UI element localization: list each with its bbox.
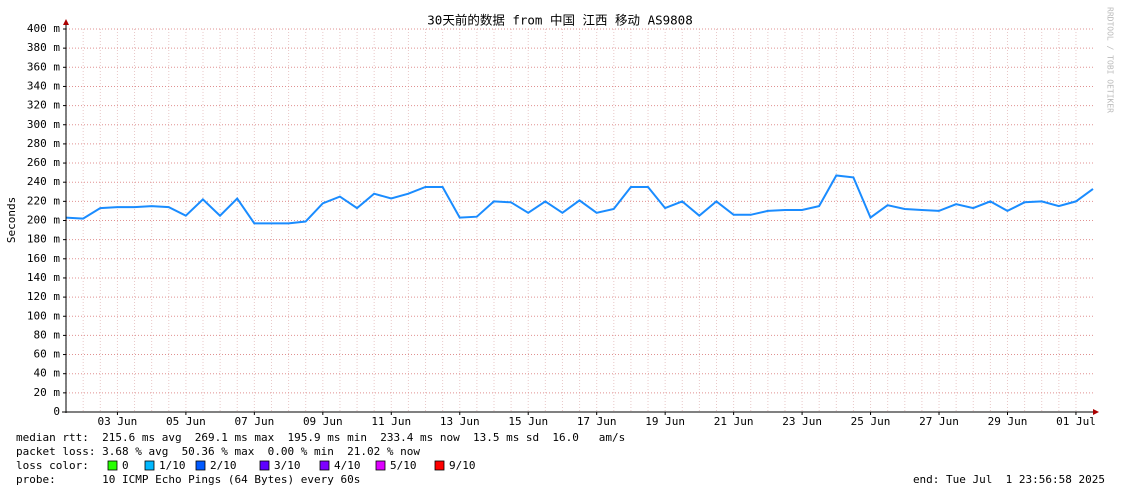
y-tick-label: 60 m — [34, 348, 61, 361]
y-tick-label: 340 m — [27, 79, 60, 92]
y-tick-label: 100 m — [27, 309, 60, 322]
y-tick-label: 360 m — [27, 60, 60, 73]
y-tick-label: 320 m — [27, 99, 60, 112]
loss-color-label: 4/10 — [334, 459, 361, 472]
loss-color-swatch — [434, 460, 445, 471]
y-tick-label: 300 m — [27, 118, 60, 131]
y-tick-label: 220 m — [27, 194, 60, 207]
loss-color-label: 2/10 — [210, 459, 237, 472]
y-tick-label: 260 m — [27, 156, 60, 169]
loss-color-swatch — [375, 460, 386, 471]
axis-arrow — [63, 19, 69, 25]
y-tick-label: 120 m — [27, 290, 60, 303]
loss-color-swatch — [259, 460, 270, 471]
x-tick-label: 05 Jun — [166, 415, 206, 428]
probe-info: probe: 10 ICMP Echo Pings (64 Bytes) eve… — [16, 473, 360, 486]
y-tick-label: 400 m — [27, 22, 60, 35]
median-line — [65, 174, 1094, 225]
loss-color-label: 1/10 — [159, 459, 186, 472]
loss-color-swatch — [144, 460, 155, 471]
loss-color-label: loss color: — [16, 459, 89, 472]
x-tick-label: 09 Jun — [303, 415, 343, 428]
end-time: end: Tue Jul 1 23:56:58 2025 — [913, 473, 1105, 486]
y-axis-label: Seconds — [5, 197, 18, 243]
y-tick-label: 140 m — [27, 271, 60, 284]
axis-arrow — [1093, 409, 1099, 415]
y-tick-label: 160 m — [27, 252, 60, 265]
y-tick-label: 80 m — [34, 328, 61, 341]
y-tick-label: 380 m — [27, 41, 60, 54]
watermark: RRDTOOL / TOBI OETIKER — [1106, 7, 1115, 113]
x-tick-label: 17 Jun — [577, 415, 617, 428]
loss-color-label: 5/10 — [390, 459, 417, 472]
x-tick-label: 29 Jun — [988, 415, 1028, 428]
x-tick-label: 25 Jun — [851, 415, 891, 428]
loss-color-swatch — [195, 460, 206, 471]
x-tick-label: 03 Jun — [98, 415, 138, 428]
y-tick-label: 280 m — [27, 137, 60, 150]
x-tick-label: 23 Jun — [782, 415, 822, 428]
loss-color-swatch — [319, 460, 330, 471]
loss-color-label: 9/10 — [449, 459, 476, 472]
x-tick-label: 21 Jun — [714, 415, 754, 428]
x-tick-label: 07 Jun — [234, 415, 274, 428]
y-tick-label: 200 m — [27, 214, 60, 227]
loss-color-swatch — [107, 460, 118, 471]
x-tick-label: 11 Jun — [371, 415, 411, 428]
y-tick-label: 40 m — [34, 367, 61, 380]
y-tick-label: 20 m — [34, 386, 61, 399]
x-tick-label: 27 Jun — [919, 415, 959, 428]
y-tick-label: 180 m — [27, 233, 60, 246]
x-tick-label: 19 Jun — [645, 415, 685, 428]
x-tick-label: 15 Jun — [508, 415, 548, 428]
x-tick-label: 01 Jul — [1056, 415, 1096, 428]
loss-stats: packet loss: 3.68 % avg 50.36 % max 0.00… — [16, 445, 420, 458]
y-tick-label: 240 m — [27, 175, 60, 188]
x-tick-label: 13 Jun — [440, 415, 480, 428]
y-tick-label: 0 — [53, 405, 60, 418]
median-stats: median rtt: 215.6 ms avg 269.1 ms max 19… — [16, 431, 625, 444]
chart-title: 30天前的数据 from 中国 江西 移动 AS9808 — [427, 13, 692, 28]
loss-color-label: 3/10 — [274, 459, 301, 472]
loss-color-label: 0 — [122, 459, 129, 472]
